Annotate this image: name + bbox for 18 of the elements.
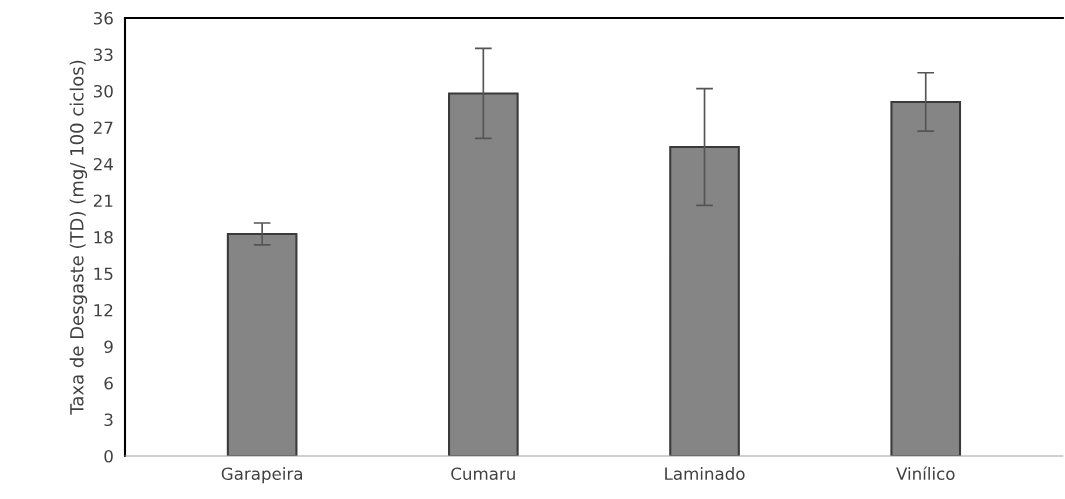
x-tick-label: Cumaru (451, 467, 515, 481)
y-tick-label: 6 (104, 376, 113, 390)
y-axis-title: Taxa de Desgaste (TD) (mg/ 100 ciclos) (69, 60, 88, 415)
y-tick-label: 21 (93, 194, 113, 207)
y-tick-label: 12 (94, 303, 113, 317)
y-tick-label: 3 (104, 413, 113, 427)
x-tick-label: Vinílico (896, 466, 955, 481)
y-tick-label: 18 (94, 230, 113, 244)
y-tick-label: 30 (93, 84, 113, 98)
x-tick-label: Laminado (665, 467, 745, 481)
x-tick-label: Garapeira (221, 467, 302, 484)
y-tick-label: 36 (93, 11, 113, 25)
y-tick-label: 24 (93, 157, 113, 171)
y-tick-label: 27 (93, 121, 113, 134)
y-tick-label: 33 (93, 48, 113, 62)
y-tick-label: 15 (94, 267, 113, 281)
y-tick-label: 9 (104, 340, 113, 354)
y-tick-label: 0 (104, 449, 113, 463)
